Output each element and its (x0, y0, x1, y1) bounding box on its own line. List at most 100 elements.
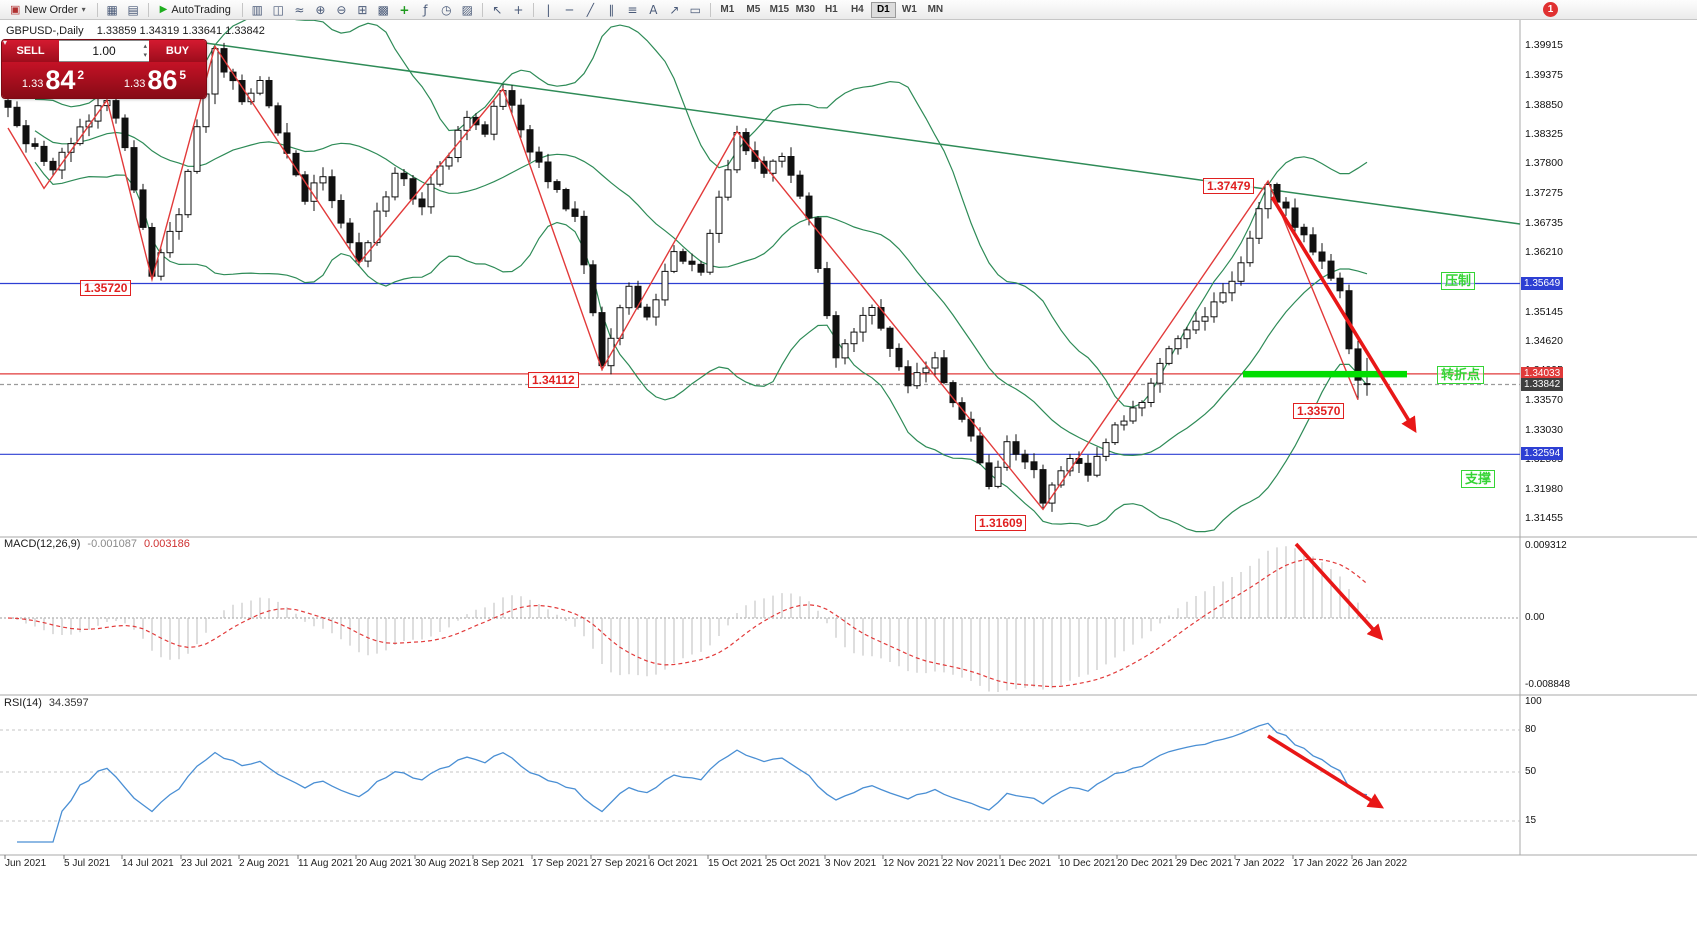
sell-price-pip: 2 (77, 67, 85, 82)
toolbar-separator (532, 2, 534, 17)
arrows-icon[interactable]: ↗ (664, 1, 685, 19)
price-axis-tick: 1.39915 (1525, 39, 1563, 51)
date-axis-label: 11 Aug 2021 (298, 858, 354, 869)
price-callout: 1.34112 (528, 372, 579, 388)
rsi-axis-label: 80 (1525, 724, 1537, 735)
price-axis-tick: 1.33030 (1525, 423, 1563, 436)
line-chart-icon[interactable]: ≈ (289, 1, 310, 19)
bar-chart-icon[interactable]: ▥ (247, 1, 268, 19)
rsi-axis-label: 100 (1525, 696, 1542, 707)
toolbar-separator (147, 2, 149, 17)
volume-field[interactable]: 1.00 ▴ ▾ (59, 40, 149, 62)
one-click-collapse-icon[interactable]: ▾ (3, 38, 8, 47)
sell-price[interactable]: 1.33 84 2 (2, 62, 104, 98)
timeframe-h4-button[interactable]: H4 (845, 2, 870, 18)
volume-up-icon[interactable]: ▴ (143, 43, 147, 50)
date-axis-label: 22 Nov 2021 (942, 858, 999, 869)
crosshair-icon[interactable]: + (508, 1, 529, 19)
date-axis-label: 1 Dec 2021 (1000, 858, 1052, 869)
trendline-icon[interactable]: ╱ (580, 1, 601, 19)
timeframe-m15-button[interactable]: M15 (767, 2, 792, 18)
horizontal-line-icon[interactable]: ─ (559, 1, 580, 19)
ohlc-values: 1.33859 1.34319 1.33641 1.33842 (96, 25, 265, 37)
timeframe-h1-button[interactable]: H1 (819, 2, 844, 18)
shapes-icon[interactable]: ▭ (685, 1, 706, 19)
buy-price-pip: 5 (179, 67, 187, 82)
rsi-label: RSI(14) 34.3597 (4, 697, 89, 709)
price-axis-tick: 1.36735 (1525, 216, 1563, 229)
notification-badge[interactable]: 1 (1543, 2, 1558, 17)
candlestick-chart-icon[interactable]: ◫ (268, 1, 289, 19)
toolbar-separator (481, 2, 483, 17)
buy-price[interactable]: 1.33 86 5 (104, 62, 206, 98)
macd-label: MACD(12,26,9) -0.001087 0.003186 (4, 538, 190, 550)
vertical-line-icon[interactable]: | (538, 1, 559, 19)
price-level-badge: 1.34033 (1521, 366, 1564, 380)
price-axis-tick: 1.37275 (1525, 186, 1563, 199)
price-axis-tick: 1.31455 (1525, 512, 1563, 524)
rsi-name: RSI(14) (4, 697, 42, 709)
date-axis-label: 20 Aug 2021 (356, 858, 413, 869)
price-callout: 1.31609 (975, 515, 1027, 531)
zoom-out-icon[interactable]: ⊖ (331, 1, 352, 19)
timeframe-d1-button[interactable]: D1 (870, 1, 896, 18)
autotrading-label: AutoTrading (171, 3, 231, 16)
date-axis-label: 17 Sep 2021 (532, 858, 589, 869)
fibonacci-icon[interactable]: ≡ (622, 1, 643, 19)
channel-icon[interactable]: ∥ (601, 1, 622, 19)
charts-window-icon[interactable]: ▦ (102, 1, 123, 19)
support-label: 支撑 (1461, 470, 1496, 488)
buy-button[interactable]: BUY (149, 40, 206, 62)
date-axis-label: 29 Dec 2021 (1176, 858, 1233, 869)
price-axis-tick: 1.35145 (1525, 305, 1563, 318)
new-order-button[interactable]: ▣ New Order ▾ (3, 1, 93, 19)
date-axis-label: 8 Sep 2021 (473, 858, 525, 869)
date-axis-label: 23 Jul 2021 (181, 858, 233, 869)
tile-windows-icon[interactable]: ⊞ (352, 1, 373, 19)
auto-arrange-icon[interactable]: ▩ (373, 1, 394, 19)
macd-axis-label: 0.00 (1525, 612, 1545, 623)
cursor-icon[interactable]: ↖ (487, 1, 508, 19)
price-axis-tick: 1.36210 (1525, 246, 1563, 259)
date-axis-label: 27 Sep 2021 (591, 858, 648, 869)
timeframe-m30-button[interactable]: M30 (793, 2, 818, 18)
timeframe-mn-button[interactable]: MN (923, 2, 948, 18)
date-axis-label: 3 Nov 2021 (825, 858, 877, 869)
price-level-badge: 1.32594 (1521, 447, 1564, 461)
play-icon: ▶ (159, 4, 168, 15)
templates-icon[interactable]: ▨ (457, 1, 478, 19)
indicators-icon[interactable]: ƒ (415, 1, 436, 19)
date-axis-label: 17 Jan 2022 (1293, 858, 1349, 869)
autotrading-button[interactable]: ▶ AutoTrading (153, 1, 238, 19)
rsi-axis-label: 50 (1525, 766, 1537, 777)
date-axis-label: 26 Jan 2022 (1352, 858, 1408, 869)
periods-icon[interactable]: ◷ (436, 1, 457, 19)
macd-axis-label: 0.009312 (1525, 540, 1567, 551)
new-chart-icon[interactable]: + (394, 1, 415, 19)
price-callout: 1.33570 (1293, 403, 1345, 419)
zoom-in-icon[interactable]: ⊕ (310, 1, 331, 19)
resistance-label: 压制 (1441, 272, 1476, 290)
volume-down-icon[interactable]: ▾ (143, 52, 147, 60)
toolbar: ▣ New Order ▾ ▦ ▤ ▶ AutoTrading ▥ ◫ ≈ ⊕ ⊖ ⊞ ▩ + ƒ… (0, 0, 1697, 20)
text-icon[interactable]: A (643, 1, 664, 19)
new-order-label: New Order (24, 3, 78, 16)
sell-price-main: 84 (45, 64, 76, 95)
price-axis-tick: 1.37800 (1525, 157, 1563, 170)
profiles-icon[interactable]: ▤ (123, 1, 144, 19)
timeframe-m5-button[interactable]: M5 (741, 2, 766, 18)
timeframe-w1-button[interactable]: W1 (897, 2, 922, 18)
symbol-name: GBPUSD-,Daily (6, 25, 84, 37)
caret-down-icon: ▾ (81, 5, 86, 14)
toolbar-separator (241, 2, 243, 17)
buy-price-main: 86 (147, 64, 178, 95)
sell-button[interactable]: SELL (2, 40, 59, 62)
price-axis-tick: 1.34620 (1525, 335, 1563, 347)
price-callout: 1.37479 (1203, 178, 1255, 194)
sell-price-handle: 1.33 (21, 77, 44, 90)
price-axis-tick: 1.33570 (1525, 393, 1563, 406)
timeframe-m1-button[interactable]: M1 (715, 2, 740, 18)
price-callout: 1.35720 (80, 280, 132, 296)
